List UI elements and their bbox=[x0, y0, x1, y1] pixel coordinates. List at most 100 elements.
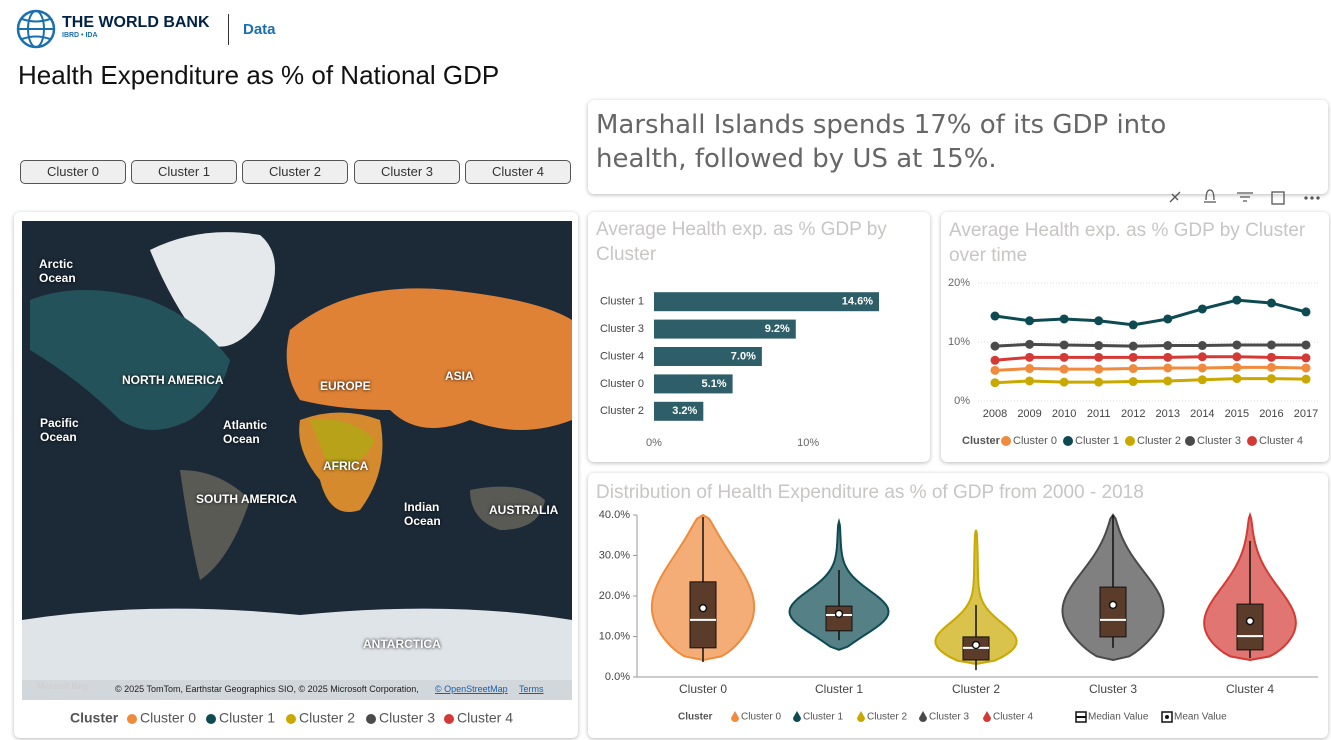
category-label: Cluster 3 bbox=[600, 323, 644, 335]
divider bbox=[228, 14, 229, 45]
legend-label: Median Value bbox=[1088, 712, 1149, 723]
brand-sub: IBRD • IDA bbox=[62, 32, 98, 39]
mean bbox=[971, 640, 981, 650]
value-label: 3.2% bbox=[672, 405, 697, 417]
series-line bbox=[994, 298, 1307, 327]
cluster-button[interactable]: Cluster 4 bbox=[465, 160, 571, 184]
series-line bbox=[994, 342, 1306, 348]
point bbox=[1059, 364, 1069, 374]
legend-label: Cluster 0 bbox=[1013, 435, 1057, 447]
toolbar-icons[interactable] bbox=[1169, 189, 1320, 205]
chart-title: Distribution of Health Expenditure as % … bbox=[596, 482, 1144, 503]
bar bbox=[654, 401, 704, 421]
point bbox=[990, 365, 1000, 375]
legend-title: Cluster bbox=[962, 435, 1001, 447]
point bbox=[1301, 340, 1311, 350]
insight: Marshall Islands spends 17% of its GDP i… bbox=[596, 110, 1167, 174]
point bbox=[990, 378, 1000, 388]
category-label: Cluster 2 bbox=[600, 405, 644, 417]
category-label: Cluster 2 bbox=[952, 682, 1000, 696]
point bbox=[1232, 295, 1242, 305]
point bbox=[1025, 352, 1035, 362]
legend-dot bbox=[1063, 436, 1073, 446]
point bbox=[1266, 374, 1276, 384]
box bbox=[825, 605, 853, 632]
legend-dot bbox=[1125, 436, 1135, 446]
cluster-button[interactable]: Cluster 2 bbox=[242, 160, 348, 184]
legend-title: Cluster bbox=[70, 710, 119, 726]
value-label: 9.2% bbox=[765, 323, 790, 335]
map-osm[interactable]: © OpenStreetMap bbox=[435, 684, 508, 694]
map-label: Indian Ocean bbox=[404, 500, 441, 528]
section[interactable]: Data bbox=[243, 21, 276, 38]
cluster-button[interactable]: Cluster 1 bbox=[131, 160, 237, 184]
legend-dot bbox=[1185, 436, 1195, 446]
legend-label: Cluster 0 bbox=[741, 712, 781, 723]
point bbox=[1163, 341, 1173, 351]
point bbox=[1266, 340, 1276, 350]
legend-dot bbox=[1001, 436, 1011, 446]
point bbox=[1197, 375, 1207, 385]
y-tick-label: 10.0% bbox=[599, 630, 630, 642]
point bbox=[1025, 376, 1035, 386]
legend-label: Cluster 2 bbox=[299, 710, 355, 726]
point bbox=[1163, 376, 1173, 386]
logo bbox=[16, 9, 56, 49]
legend-drop bbox=[793, 711, 801, 722]
legend-label: Cluster 1 bbox=[219, 710, 275, 726]
point bbox=[1094, 377, 1104, 387]
map-label: NORTH AMERICA bbox=[122, 373, 224, 387]
series-line bbox=[994, 355, 1307, 362]
map-bing: Microsoft Bing bbox=[37, 682, 88, 691]
legend-label: Mean Value bbox=[1174, 712, 1227, 723]
point bbox=[1094, 364, 1104, 374]
point bbox=[1059, 377, 1069, 387]
page-title: Health Expenditure as % of National GDP bbox=[18, 60, 500, 90]
point bbox=[1232, 340, 1242, 350]
legend-mean bbox=[1165, 715, 1169, 719]
legend-dot bbox=[286, 714, 296, 724]
legend-label: Cluster 4 bbox=[1259, 435, 1303, 447]
legend-label: Cluster 3 bbox=[379, 710, 435, 726]
category-label: Cluster 0 bbox=[600, 378, 644, 390]
point bbox=[1301, 363, 1311, 373]
box bbox=[1099, 586, 1127, 638]
category-label: Cluster 4 bbox=[600, 350, 644, 362]
legend-dot bbox=[1247, 436, 1257, 446]
y-tick-label: 10% bbox=[948, 336, 970, 348]
value-label: 7.0% bbox=[731, 350, 756, 362]
legend-label: Cluster 4 bbox=[993, 712, 1033, 723]
x-tick-label: 2008 bbox=[983, 408, 1007, 420]
y-tick-label: 30.0% bbox=[599, 549, 630, 561]
legend-drop bbox=[919, 711, 927, 722]
map-label: Pacific Ocean bbox=[40, 416, 79, 444]
legend-label: Cluster 2 bbox=[1137, 435, 1181, 447]
bar bbox=[654, 292, 880, 312]
x-tick-label: 0% bbox=[646, 437, 662, 449]
point bbox=[1059, 314, 1069, 324]
cluster-button[interactable]: Cluster 3 bbox=[354, 160, 460, 184]
point bbox=[1128, 341, 1138, 351]
chart-title: Average Health exp. as % GDP by Cluster bbox=[596, 219, 887, 265]
point bbox=[1266, 362, 1276, 372]
point bbox=[1128, 320, 1138, 330]
point bbox=[1301, 307, 1311, 317]
point bbox=[1197, 352, 1207, 362]
legend-drop bbox=[731, 711, 739, 722]
category-label: Cluster 4 bbox=[1226, 682, 1274, 696]
cluster-button[interactable]: Cluster 0 bbox=[20, 160, 126, 184]
point bbox=[1197, 304, 1207, 314]
x-tick-label: 2013 bbox=[1156, 408, 1180, 420]
brand: THE WORLD BANK bbox=[62, 14, 210, 31]
bar bbox=[654, 374, 733, 394]
point bbox=[1301, 374, 1311, 384]
x-tick-label: 2010 bbox=[1052, 408, 1076, 420]
y-tick-label: 20% bbox=[948, 277, 970, 289]
point bbox=[1266, 352, 1276, 362]
map-label: AFRICA bbox=[323, 459, 369, 473]
map-terms[interactable]: Terms bbox=[519, 684, 544, 694]
point bbox=[1163, 363, 1173, 373]
legend-label: Cluster 2 bbox=[867, 712, 907, 723]
legend-label: Cluster 3 bbox=[1197, 435, 1241, 447]
x-tick-label: 2014 bbox=[1190, 408, 1214, 420]
